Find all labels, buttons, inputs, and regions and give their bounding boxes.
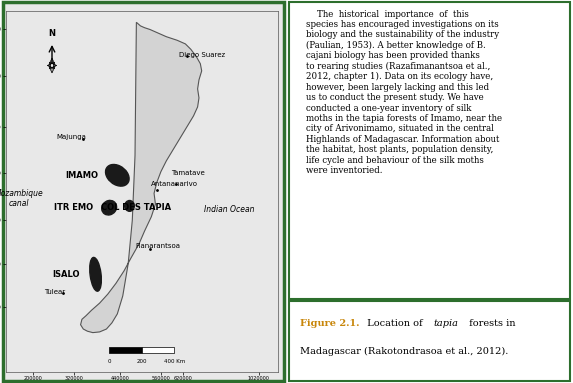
Text: Tamatave: Tamatave [171,170,205,177]
Text: IMAMO: IMAMO [65,171,99,180]
Text: Figure 2.1.: Figure 2.1. [300,319,360,329]
Text: Indian Ocean: Indian Ocean [203,205,254,214]
Text: N: N [49,29,56,39]
Ellipse shape [105,164,129,186]
Text: 0: 0 [107,359,111,364]
Text: Tulear: Tulear [44,289,65,295]
Text: 400 Km: 400 Km [164,359,185,364]
Text: 200: 200 [136,359,147,364]
FancyBboxPatch shape [3,2,284,381]
Polygon shape [81,22,202,332]
Text: Majunga: Majunga [56,134,86,141]
Ellipse shape [102,200,116,215]
Text: The  historical  importance  of  this
species has encouraged investigations on i: The historical importance of this specie… [306,10,502,175]
Ellipse shape [90,257,101,291]
Text: forests in: forests in [466,319,516,329]
FancyBboxPatch shape [289,2,570,299]
Text: COL DES TAPIA: COL DES TAPIA [101,203,171,212]
Ellipse shape [125,201,134,211]
Text: ITR EMO: ITR EMO [54,203,93,212]
Text: Mozambique
canal: Mozambique canal [0,189,44,208]
Text: Madagascar (Rakotondrasoa et al., 2012).: Madagascar (Rakotondrasoa et al., 2012). [300,346,509,355]
Text: Fianarantsoa: Fianarantsoa [136,242,180,249]
FancyBboxPatch shape [289,301,570,381]
Text: Location of: Location of [364,319,426,329]
Text: tapia: tapia [434,319,459,329]
Text: Antananarivo: Antananarivo [151,181,198,187]
Text: Diego Suarez: Diego Suarez [179,52,225,58]
Text: ISALO: ISALO [52,270,79,279]
